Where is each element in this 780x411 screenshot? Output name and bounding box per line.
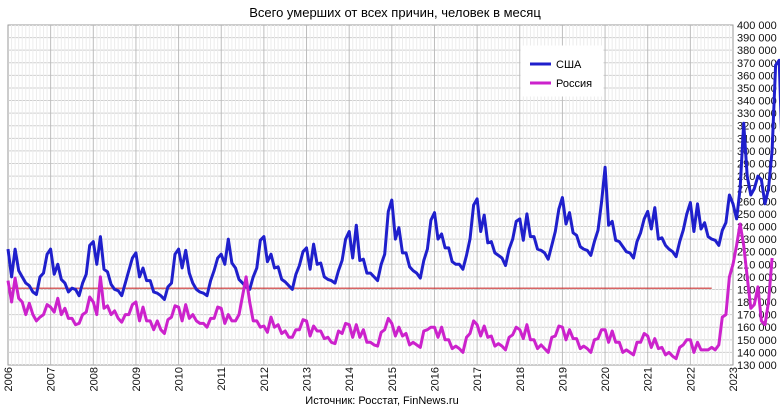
x-tick-label: 2012	[259, 367, 271, 391]
y-tick-label: 170 000	[737, 310, 777, 322]
series-line-usa	[6, 58, 780, 301]
legend: США Россия	[520, 45, 604, 97]
x-tick-label: 2021	[643, 367, 655, 391]
x-tick-label: 2006	[3, 367, 15, 391]
y-tick-label: 360 000	[737, 70, 777, 82]
y-tick-label: 260 000	[737, 196, 777, 208]
x-tick-label: 2009	[131, 367, 143, 391]
x-tick-label: 2020	[600, 367, 612, 391]
y-tick-label: 350 000	[737, 83, 777, 95]
y-tick-label: 230 000	[737, 234, 777, 246]
x-tick-label: 2010	[174, 367, 186, 391]
grid	[7, 24, 734, 366]
legend-label-russia: Россия	[556, 78, 592, 90]
x-tick-label: 2013	[302, 367, 314, 391]
series-line-russia	[6, 222, 774, 361]
chart-source: Источник: Росстат, FinNews.ru	[305, 395, 458, 407]
x-tick-label: 2015	[387, 367, 399, 391]
x-tick-label: 2022	[685, 367, 697, 391]
y-tick-label: 150 000	[737, 335, 777, 347]
x-tick-label: 2017	[472, 367, 484, 391]
legend-label-usa: США	[556, 59, 582, 71]
x-tick-label: 2008	[88, 367, 100, 391]
series-lines	[6, 58, 780, 361]
x-tick-label: 2014	[344, 367, 356, 391]
x-tick-label: 2011	[216, 367, 228, 391]
y-tick-label: 240 000	[737, 221, 777, 233]
legend-box	[520, 45, 604, 97]
y-tick-label: 250 000	[737, 209, 777, 221]
x-tick-label: 2023	[728, 367, 740, 391]
x-tick-label: 2007	[46, 367, 58, 391]
x-tick-label: 2019	[557, 367, 569, 391]
y-tick-label: 310 000	[737, 133, 777, 145]
y-tick-label: 330 000	[737, 108, 777, 120]
y-tick-label: 370 000	[737, 58, 777, 70]
chart-title: Всего умерших от всех причин, человек в …	[249, 5, 541, 20]
y-tick-label: 130 000	[737, 360, 777, 372]
y-tick-label: 270 000	[737, 184, 777, 196]
y-tick-label: 140 000	[737, 347, 777, 359]
y-tick-label: 320 000	[737, 121, 777, 133]
y-tick-label: 220 000	[737, 247, 777, 259]
y-tick-label: 400 000	[737, 20, 777, 32]
y-tick-label: 390 000	[737, 33, 777, 45]
y-tick-label: 160 000	[737, 322, 777, 334]
x-tick-label: 2018	[515, 367, 527, 391]
y-tick-label: 380 000	[737, 45, 777, 57]
y-tick-label: 340 000	[737, 96, 777, 108]
x-tick-label: 2016	[429, 367, 441, 391]
